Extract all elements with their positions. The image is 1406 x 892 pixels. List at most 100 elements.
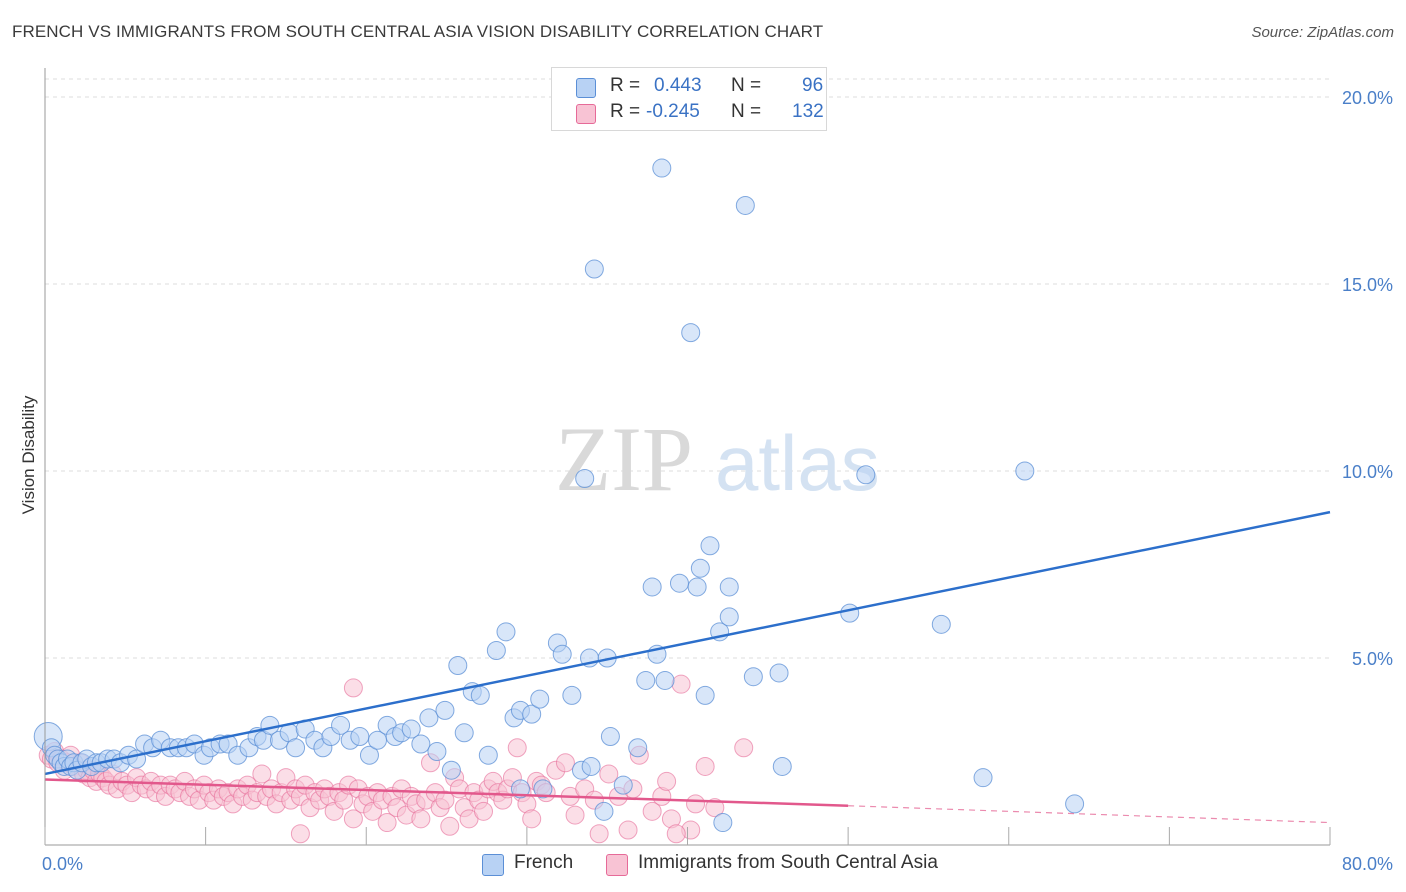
- french-point: [435, 700, 455, 720]
- french-legend-label: French: [514, 852, 574, 873]
- french-point: [411, 734, 431, 754]
- french-legend-swatch: [482, 854, 504, 876]
- immigrants-point: [290, 824, 310, 844]
- french-point: [581, 756, 601, 776]
- french-point: [562, 685, 582, 705]
- french-point: [642, 577, 662, 597]
- immigrants-point: [618, 820, 638, 840]
- french-point: [772, 756, 792, 776]
- immigrants-point: [440, 816, 460, 836]
- french-point: [510, 779, 530, 799]
- french-point: [359, 745, 379, 765]
- french-point: [496, 622, 516, 642]
- french-point: [652, 158, 672, 178]
- immigrants-point: [252, 764, 272, 784]
- immigrants-point: [522, 809, 542, 829]
- french-point: [419, 708, 439, 728]
- french-point: [681, 323, 701, 343]
- french-point: [695, 685, 715, 705]
- french-point: [636, 670, 656, 690]
- immigrants-point: [657, 771, 677, 791]
- french-point: [690, 558, 710, 578]
- french-point: [687, 577, 707, 597]
- french-point: [1065, 794, 1085, 814]
- watermark-zip: ZIP: [555, 408, 693, 510]
- y-tick-label: 5.0%: [1352, 649, 1393, 669]
- immigrants-point: [377, 813, 397, 833]
- stats-legend: R = 0.443 N = 96 R = -0.245 N = 132: [551, 67, 827, 131]
- immigrants-point: [565, 805, 585, 825]
- french-point: [427, 742, 447, 761]
- immigrants-legend-swatch: [606, 854, 628, 876]
- immigrants-point: [734, 738, 754, 758]
- immigrants-point: [343, 678, 363, 698]
- immigrants-trend-dashed: [848, 805, 1331, 824]
- french-n-value: 96: [802, 75, 824, 96]
- french-point: [594, 801, 614, 821]
- trend-lines-layer: [44, 510, 1331, 824]
- french-point: [552, 644, 572, 664]
- immigrants-point: [686, 794, 706, 814]
- y-tick-label: 15.0%: [1342, 275, 1393, 295]
- french-point: [575, 468, 595, 488]
- french-point: [454, 723, 474, 743]
- french-n-label: N =: [731, 75, 762, 96]
- french-point: [840, 603, 860, 623]
- french-point: [286, 738, 306, 758]
- immigrants-point: [555, 753, 575, 773]
- y-tick-label: 20.0%: [1342, 88, 1393, 108]
- french-r-value: 0.443: [654, 75, 702, 96]
- immigrants-point: [642, 801, 662, 821]
- y-axis-label: Vision Disability: [19, 395, 38, 514]
- immigrants-point: [411, 809, 431, 829]
- axes-layer: 5.0% 10.0% 15.0% 20.0% 0.0% 80.0%: [42, 68, 1393, 874]
- chart-title: FRENCH VS IMMIGRANTS FROM SOUTH CENTRAL …: [12, 22, 824, 41]
- french-point: [530, 689, 550, 709]
- french-point: [331, 715, 351, 735]
- french-point: [719, 577, 739, 597]
- french-point: [669, 573, 689, 593]
- french-point: [600, 727, 620, 747]
- french-point: [713, 813, 733, 833]
- immigrants-r-label: R =: [610, 101, 641, 122]
- french-point: [613, 775, 633, 795]
- french-point: [470, 685, 490, 705]
- french-point: [700, 536, 720, 556]
- french-point: [769, 663, 789, 683]
- immigrants-points-layer: [38, 674, 754, 844]
- immigrants-point: [671, 674, 691, 694]
- watermark-atlas: atlas: [715, 419, 880, 507]
- french-point: [856, 465, 876, 485]
- french-point: [655, 670, 675, 690]
- immigrants-point: [474, 801, 494, 821]
- french-point: [478, 745, 498, 765]
- grid-layer: [45, 78, 1330, 659]
- immigrants-point: [695, 756, 715, 776]
- french-point: [719, 607, 739, 627]
- french-point: [350, 727, 370, 747]
- french-swatch: [576, 78, 596, 98]
- immigrants-r-value: -0.245: [646, 101, 700, 122]
- french-point: [584, 259, 604, 279]
- x-tick-label: 0.0%: [42, 854, 83, 874]
- french-point: [743, 667, 763, 687]
- french-point: [441, 760, 461, 780]
- immigrants-point: [589, 824, 609, 844]
- source-label: Source: ZipAtlas.com: [1251, 24, 1394, 41]
- french-point: [486, 641, 506, 661]
- immigrants-point: [507, 738, 527, 758]
- french-point: [973, 768, 993, 788]
- french-r-label: R =: [610, 75, 641, 96]
- y-tick-label: 10.0%: [1342, 462, 1393, 482]
- french-point: [628, 738, 648, 758]
- immigrants-point: [599, 764, 619, 784]
- french-point: [401, 719, 421, 739]
- immigrants-n-label: N =: [731, 101, 762, 122]
- french-point: [533, 779, 553, 799]
- immigrants-point: [666, 824, 686, 844]
- immigrants-trend-line: [44, 778, 849, 807]
- immigrants-point: [343, 809, 363, 829]
- immigrants-point: [705, 798, 725, 818]
- immigrants-n-value: 132: [792, 101, 824, 122]
